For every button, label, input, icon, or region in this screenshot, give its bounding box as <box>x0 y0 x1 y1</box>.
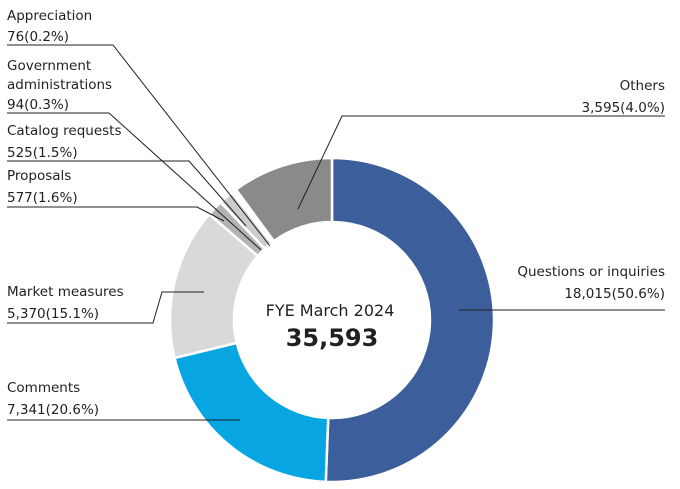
value-comments: 7,341(20.6%) <box>7 402 99 418</box>
slice-others <box>234 156 334 243</box>
value-others: 3,595(4.0%) <box>582 100 665 116</box>
slice-questions-or-inquiries <box>324 156 496 484</box>
label-appreciation: Appreciation <box>7 8 92 24</box>
label-government-line1: Government <box>7 58 91 74</box>
leader-catalog-requests <box>7 160 247 227</box>
value-questions-or-inquiries: 18,015(50.6%) <box>564 286 665 302</box>
center-total: 35,593 <box>286 324 379 352</box>
label-catalog-requests: Catalog requests <box>7 123 122 139</box>
leader-others <box>297 115 665 210</box>
value-catalog-requests: 525(1.5%) <box>7 145 78 161</box>
label-others: Others <box>620 78 665 94</box>
label-comments: Comments <box>7 380 80 396</box>
value-market-measures: 5,370(15.1%) <box>7 306 99 322</box>
slice-comments <box>172 341 330 484</box>
leader-government <box>7 112 262 251</box>
label-questions-or-inquiries: Questions or inquiries <box>517 264 665 280</box>
value-proposals: 577(1.6%) <box>7 190 78 206</box>
label-proposals: Proposals <box>7 168 71 184</box>
label-government-line2: administrations <box>7 77 112 93</box>
leader-lines <box>7 44 665 421</box>
label-market-measures: Market measures <box>7 284 124 300</box>
value-government: 94(0.3%) <box>7 97 69 113</box>
center-title: FYE March 2024 <box>266 301 395 320</box>
value-appreciation: 76(0.2%) <box>7 29 69 45</box>
donut-slices <box>168 156 496 484</box>
leader-proposals <box>7 206 225 222</box>
leader-market-measures <box>7 291 204 324</box>
leader-appreciation <box>7 44 271 247</box>
